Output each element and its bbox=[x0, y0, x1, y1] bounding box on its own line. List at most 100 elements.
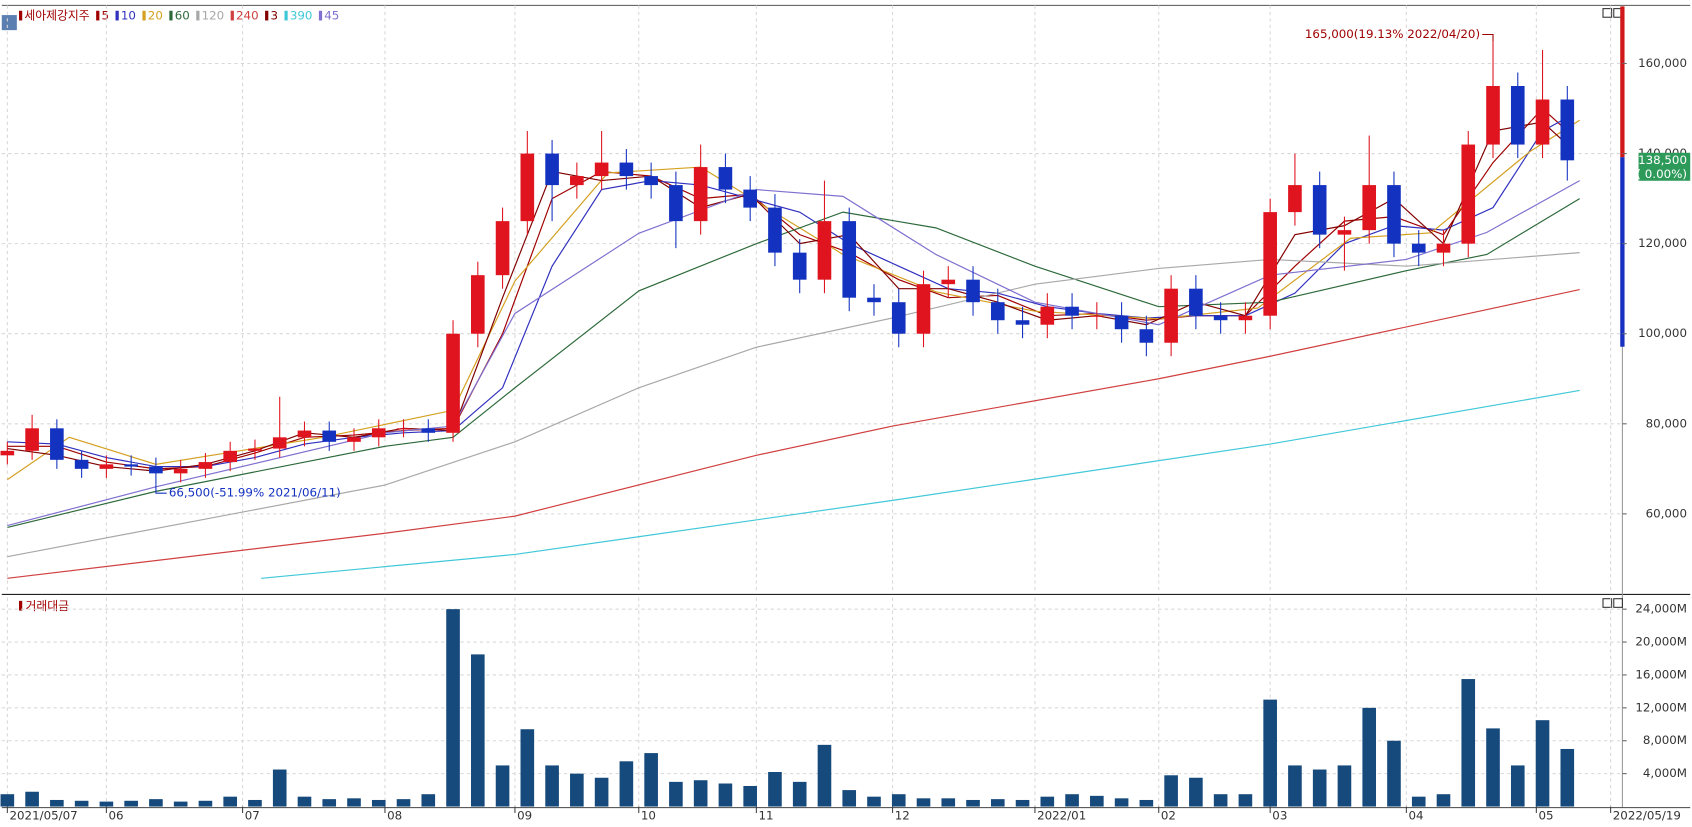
candle-body bbox=[1263, 212, 1277, 316]
candle-body bbox=[371, 428, 386, 438]
candle-body bbox=[644, 176, 658, 186]
y-tick-label: 160,000 bbox=[1638, 56, 1687, 70]
legend: 세아제강지주 5 10 20 60 120 240 3 390 45 bbox=[19, 9, 339, 23]
volume-bar bbox=[891, 794, 906, 807]
candle-body bbox=[1065, 306, 1079, 316]
moving-average-line bbox=[7, 198, 1580, 528]
candle-body bbox=[891, 302, 906, 334]
candle-body bbox=[1560, 99, 1575, 161]
y-tick-label: 24,000M bbox=[1635, 602, 1687, 616]
window-button[interactable] bbox=[1602, 8, 1613, 18]
legend-label: 5 bbox=[102, 9, 110, 23]
candle-body bbox=[743, 189, 757, 208]
candle-body bbox=[594, 162, 609, 177]
legend-label: 240 bbox=[236, 9, 259, 23]
volume-bar bbox=[1164, 775, 1178, 807]
volume-bar bbox=[966, 799, 980, 807]
candle-body bbox=[768, 207, 782, 253]
volume-bar bbox=[470, 654, 485, 807]
legend-swatch bbox=[169, 10, 173, 21]
candle-body bbox=[817, 221, 832, 280]
candle-body bbox=[693, 167, 708, 222]
candle-body bbox=[941, 279, 956, 285]
volume-bar bbox=[1238, 794, 1253, 807]
volume-bar bbox=[0, 794, 15, 807]
candle-body bbox=[570, 176, 584, 186]
window-button[interactable] bbox=[1602, 598, 1613, 608]
candle-body bbox=[990, 302, 1005, 321]
candle-body bbox=[25, 428, 39, 451]
volume-bar bbox=[297, 796, 312, 807]
annotation: 165,000(19.13% 2022/04/20) bbox=[1305, 27, 1480, 41]
volume-bar bbox=[198, 800, 213, 807]
range-bar-down bbox=[1620, 157, 1625, 347]
volume-bar bbox=[1486, 728, 1500, 807]
y-tick-label: 60,000 bbox=[1646, 506, 1687, 520]
legend-swatch bbox=[230, 10, 234, 21]
legend-swatch bbox=[19, 10, 23, 21]
x-tick-label: 2022/01 bbox=[1037, 809, 1086, 823]
candle-body bbox=[1114, 315, 1129, 330]
candle-body bbox=[966, 279, 980, 303]
candle-body bbox=[421, 428, 436, 433]
volume-bar bbox=[1510, 765, 1525, 807]
volume-bar bbox=[446, 609, 460, 807]
y-tick-label: 120,000 bbox=[1638, 236, 1687, 250]
window-button[interactable] bbox=[1613, 598, 1623, 608]
volume-bar bbox=[1040, 796, 1055, 807]
volume-bar bbox=[124, 800, 138, 807]
candle-body bbox=[1189, 288, 1203, 316]
volume-bar bbox=[1139, 799, 1154, 807]
range-bar-up bbox=[1620, 6, 1625, 158]
volume-bar bbox=[669, 781, 683, 807]
candle-body bbox=[545, 153, 559, 186]
x-tick-label: 10 bbox=[641, 809, 656, 823]
y-tick-label: 80,000 bbox=[1646, 416, 1687, 430]
legend-swatch bbox=[265, 10, 269, 21]
y-tick-label: 100,000 bbox=[1638, 326, 1687, 340]
volume-bar bbox=[1312, 769, 1327, 807]
candle-body bbox=[470, 275, 485, 334]
candle-body bbox=[1288, 185, 1302, 213]
legend-swatch bbox=[142, 10, 146, 21]
legend-label: 390 bbox=[290, 9, 313, 23]
moving-average-line bbox=[261, 389, 1580, 579]
candle-body bbox=[74, 459, 89, 469]
volume-bar bbox=[990, 799, 1005, 807]
volume-bar bbox=[25, 791, 39, 807]
volume-bar bbox=[1288, 765, 1302, 807]
volume-bar bbox=[248, 799, 262, 807]
x-tick-label: 2021/05/07 bbox=[9, 809, 77, 823]
candle-body bbox=[1040, 306, 1055, 325]
volume-bar bbox=[916, 798, 931, 807]
volume-bar bbox=[1387, 740, 1401, 807]
candle-body bbox=[124, 464, 138, 467]
pane-icon[interactable] bbox=[1, 15, 17, 31]
candle-body bbox=[1312, 185, 1327, 235]
volume-bar bbox=[74, 800, 89, 807]
legend-label: 세아제강지주 bbox=[24, 9, 89, 23]
moving-average-line bbox=[7, 180, 1580, 527]
volume-bar bbox=[1065, 794, 1079, 807]
volume-bar bbox=[545, 765, 559, 807]
candle-body bbox=[1411, 243, 1426, 253]
candle-body bbox=[322, 430, 337, 442]
candle-body bbox=[198, 462, 213, 469]
x-tick-label: 08 bbox=[387, 809, 402, 823]
candle-body bbox=[396, 428, 411, 430]
candle-body bbox=[446, 333, 460, 433]
x-tick-label: 2022/05/19 bbox=[1613, 809, 1681, 823]
candle-body bbox=[1238, 315, 1253, 321]
volume-bar bbox=[520, 729, 535, 807]
candle-body bbox=[1337, 230, 1352, 235]
legend-swatch bbox=[318, 10, 323, 21]
x-tick-label: 06 bbox=[109, 809, 124, 823]
candle-body bbox=[669, 185, 683, 222]
volume-bar bbox=[322, 799, 337, 807]
candle-body bbox=[1486, 86, 1500, 145]
volume-title: 거래대금 bbox=[25, 599, 69, 613]
y-tick-label: 12,000M bbox=[1635, 700, 1687, 714]
